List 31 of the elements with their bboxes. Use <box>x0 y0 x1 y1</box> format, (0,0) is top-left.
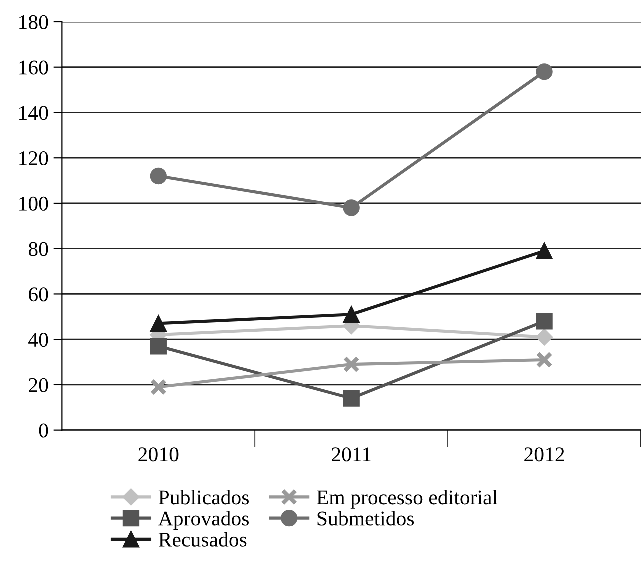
point <box>343 306 360 323</box>
y-tick-label: 120 <box>20 151 48 166</box>
legend-label: Submetidos <box>318 511 414 526</box>
legend-label: Publicados <box>158 490 249 505</box>
y-tick-label: 40 <box>28 332 48 348</box>
point <box>150 338 167 355</box>
point <box>150 168 167 185</box>
point <box>536 64 553 80</box>
point <box>536 242 553 260</box>
point <box>536 313 553 330</box>
legend-label: Em processo editorial <box>317 490 498 509</box>
point <box>150 315 167 332</box>
point <box>150 378 167 396</box>
x-tick-label: 2012 <box>524 448 564 462</box>
y-tick-label: 80 <box>28 242 48 256</box>
point <box>536 352 553 368</box>
x-tick-label: 2010 <box>138 448 179 462</box>
legend-label: Aprovados <box>158 511 249 530</box>
y-tick-label: 160 <box>20 60 48 75</box>
point <box>343 356 360 373</box>
y-tick-label: 180 <box>20 15 48 30</box>
x-tick-label: 2011 <box>332 448 371 462</box>
y-tick-label: 60 <box>29 288 48 302</box>
point <box>343 390 360 407</box>
point <box>536 328 554 346</box>
y-tick-label: 0 <box>39 424 48 438</box>
y-tick-label: 20 <box>29 378 48 392</box>
point <box>343 200 360 216</box>
y-tick-label: 100 <box>20 196 48 211</box>
y-tick-label: 140 <box>20 106 48 120</box>
legend-label: Recusados <box>158 532 247 547</box>
